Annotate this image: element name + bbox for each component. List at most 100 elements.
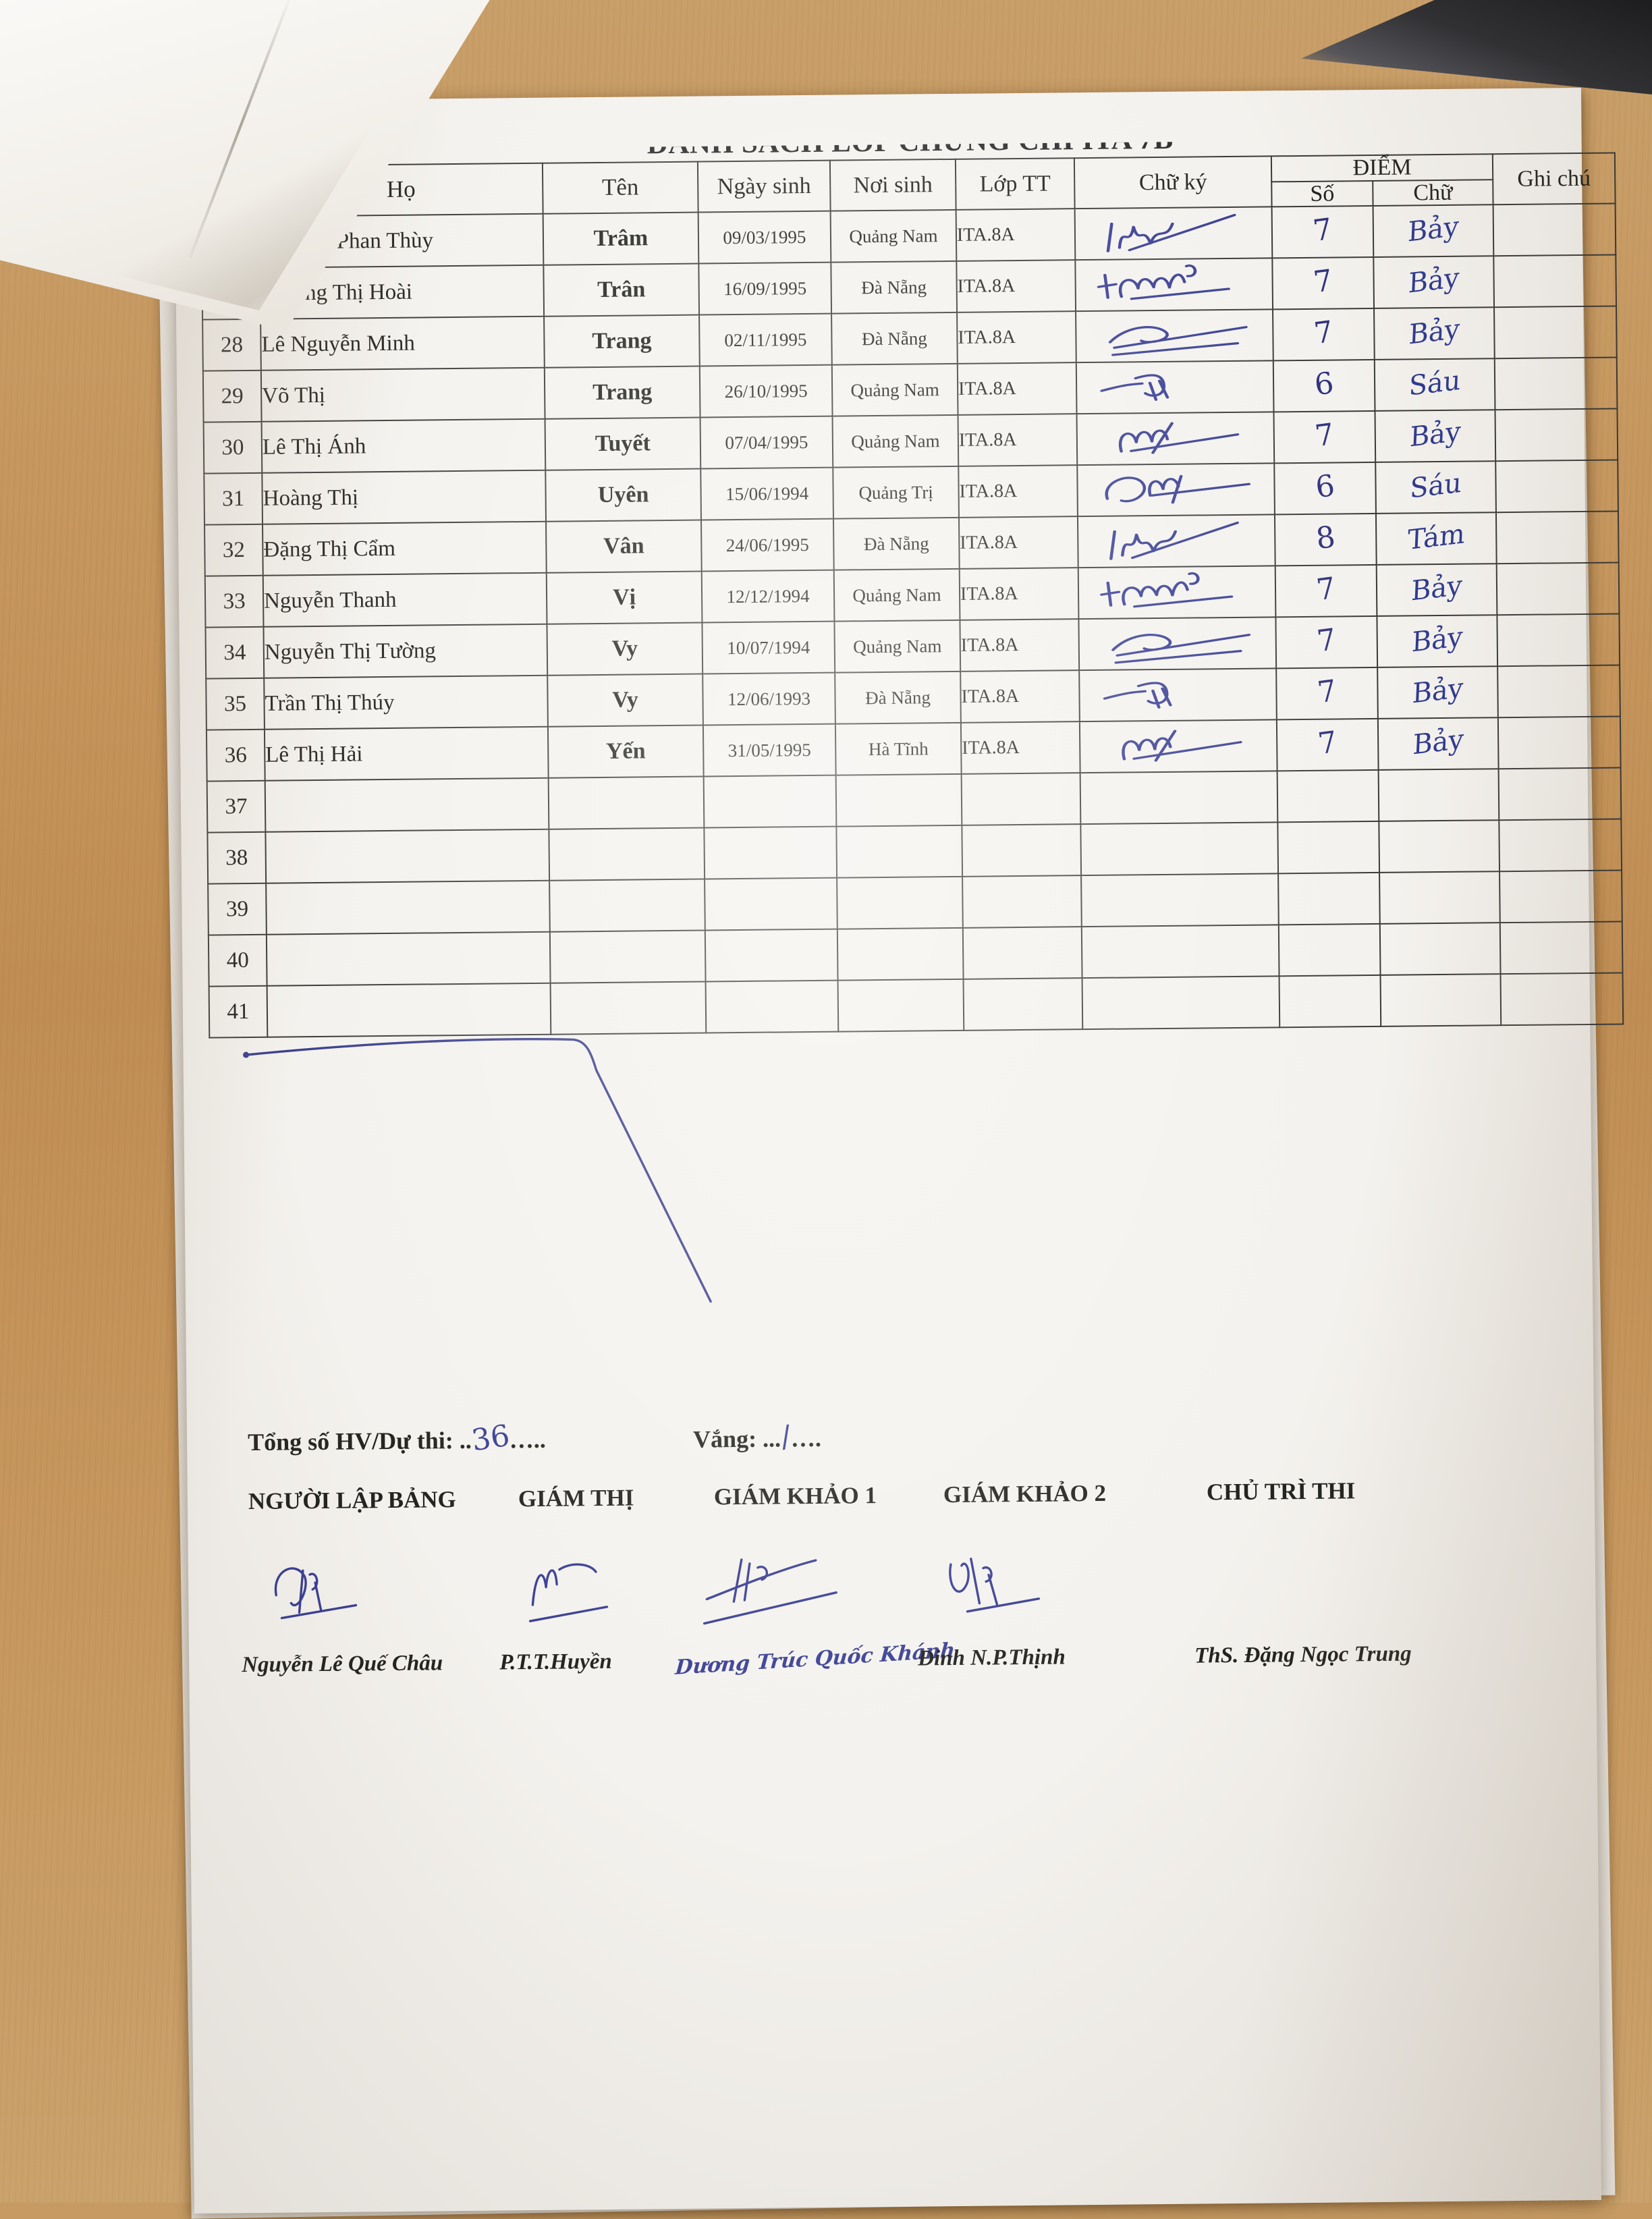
score-word-cell: Bảy: [1373, 256, 1495, 309]
row-number-cell: 29: [202, 371, 262, 422]
score-word-cell: Bảy: [1374, 307, 1495, 360]
score-word-cell: [1379, 923, 1501, 976]
col-header-diem-so: Số: [1271, 180, 1373, 207]
signature-cell: [1077, 463, 1275, 517]
handwritten-signature-icon: [1122, 730, 1242, 762]
class-cell: ITA.8A: [958, 465, 1078, 518]
signature-cell: [1074, 207, 1273, 261]
signature-printed-name: Đinh N.P.Thịnh: [918, 1645, 1066, 1671]
note-cell: [1497, 613, 1620, 667]
birthdate-cell: [703, 775, 837, 828]
birthdate-cell: 02/11/1995: [699, 314, 832, 366]
table-row: 33 Nguyễn Thanh Vị 12/12/1994 Quảng Nam ITA.8…: [204, 562, 1620, 628]
score-word-value: Tám: [1406, 518, 1466, 557]
handwritten-signature-icon: [701, 1539, 857, 1645]
birthplace-cell: Đà Nẵng: [835, 672, 961, 725]
table-row: 32 Đặng Thị Cẩm Vân 24/06/1995 Đà Nẵng ITA.8A…: [204, 511, 1619, 576]
score-number-cell: [1279, 975, 1381, 1028]
class-cell: ITA.8A: [960, 670, 1080, 723]
note-cell: [1500, 972, 1624, 1026]
birthdate-cell: 31/05/1995: [703, 724, 836, 777]
note-cell: [1496, 562, 1620, 615]
handwritten-signature-icon: [1100, 374, 1169, 402]
note-cell: [1499, 870, 1622, 923]
givenname-cell: [549, 827, 705, 881]
surname-cell: [265, 778, 549, 833]
birthdate-cell: [705, 980, 839, 1033]
class-cell: ITA.8A: [956, 209, 1076, 262]
note-cell: [1493, 203, 1616, 256]
givenname-cell: [549, 930, 706, 984]
surname-cell: Võ Thị: [260, 368, 545, 422]
score-number-cell: 7: [1275, 616, 1378, 669]
birthplace-cell: Quảng Nam: [833, 569, 960, 622]
class-cell: ITA.8A: [957, 362, 1077, 416]
signature-stroke: [703, 1558, 837, 1625]
birthdate-cell: 16/09/1995: [698, 263, 832, 315]
score-word-cell: Tám: [1375, 512, 1497, 566]
total-students-field: Tổng số HV/Dự thi: ..36…..: [247, 1419, 546, 1458]
row-number-cell: 40: [208, 935, 267, 987]
score-word-cell: [1379, 820, 1500, 873]
col-header-diem: ĐIỂM: [1271, 154, 1493, 182]
birthplace-cell: Quảng Nam: [834, 620, 961, 674]
row-number-cell: 34: [205, 627, 265, 679]
surname-cell: [266, 932, 551, 987]
birthplace-cell: Quảng Nam: [830, 210, 957, 263]
note-cell: [1494, 357, 1618, 410]
score-number-cell: 8: [1274, 514, 1377, 566]
summary-line: Tổng số HV/Dự thi: ..36….. Vắng: .../….: [227, 1411, 1551, 1474]
signature-cell: [1077, 514, 1275, 568]
signature-cell: [1078, 617, 1277, 671]
class-cell: ITA.8A: [957, 311, 1076, 364]
handwritten-signature-icon: [1118, 422, 1240, 454]
score-word-value: Bảy: [1411, 672, 1464, 711]
score-number-cell: 6: [1274, 462, 1376, 515]
surname-cell: Đặng Thị Cẩm: [263, 522, 547, 576]
birthdate-cell: 12/06/1993: [703, 673, 835, 725]
total-students-label: Tổng số HV/Dự thi: ..: [247, 1426, 472, 1456]
signature-role-label: GIÁM THỊ: [518, 1484, 634, 1512]
class-cell: [962, 875, 1082, 929]
absent-dots: ….: [790, 1424, 822, 1452]
note-cell: [1499, 921, 1623, 975]
signature-stroke: [274, 1567, 358, 1620]
givenname-cell: Vân: [546, 520, 702, 574]
signature-cell: [1081, 925, 1279, 979]
handwritten-signature-icon: [1100, 572, 1234, 608]
note-cell: [1499, 819, 1622, 872]
col-header-ten: Tên: [542, 161, 698, 215]
score-number-cell: [1277, 770, 1379, 823]
score-word-cell: [1380, 974, 1502, 1027]
row-number-cell: 36: [206, 730, 265, 782]
signature-role-label: GIÁM KHẢO 2: [943, 1479, 1107, 1508]
givenname-cell: [550, 981, 707, 1035]
row-number-cell: 35: [206, 678, 265, 730]
class-cell: ITA.8A: [959, 568, 1079, 621]
signature-stroke: [949, 1558, 1041, 1613]
score-word-value: Bảy: [1410, 570, 1463, 608]
note-cell: [1497, 665, 1620, 718]
score-word-value: Bảy: [1409, 416, 1462, 454]
birthplace-cell: [837, 979, 964, 1032]
score-number-cell: 7: [1276, 719, 1379, 771]
score-number-cell: 7: [1271, 206, 1374, 258]
row-number-cell: 31: [204, 473, 263, 525]
row-number-cell: 39: [208, 883, 267, 935]
note-cell: [1495, 408, 1618, 462]
handwritten-signature-icon: [1097, 265, 1230, 300]
givenname-cell: Trân: [543, 263, 700, 317]
signature-cell: [1076, 360, 1274, 414]
givenname-cell: Yến: [547, 725, 704, 779]
signature-cell: [1079, 668, 1277, 722]
birthplace-cell: Đà Nẵng: [831, 261, 958, 314]
score-word-cell: [1379, 871, 1500, 925]
givenname-cell: Trang: [544, 314, 700, 368]
exam-score-sheet: DANH SÁCH LỚP CHỨNG CHỈ ITA 7B Họ Tên Ng…: [174, 87, 1624, 2214]
signature-printed-name: ThS. Đặng Ngọc Trung: [1194, 1641, 1412, 1668]
birthdate-cell: 07/04/1995: [700, 416, 833, 469]
absent-label: Vắng: ...: [692, 1425, 781, 1453]
signature-cell: [1080, 822, 1279, 876]
score-number-cell: [1278, 924, 1381, 977]
col-header-noi-sinh: Nơi sinh: [829, 159, 956, 212]
